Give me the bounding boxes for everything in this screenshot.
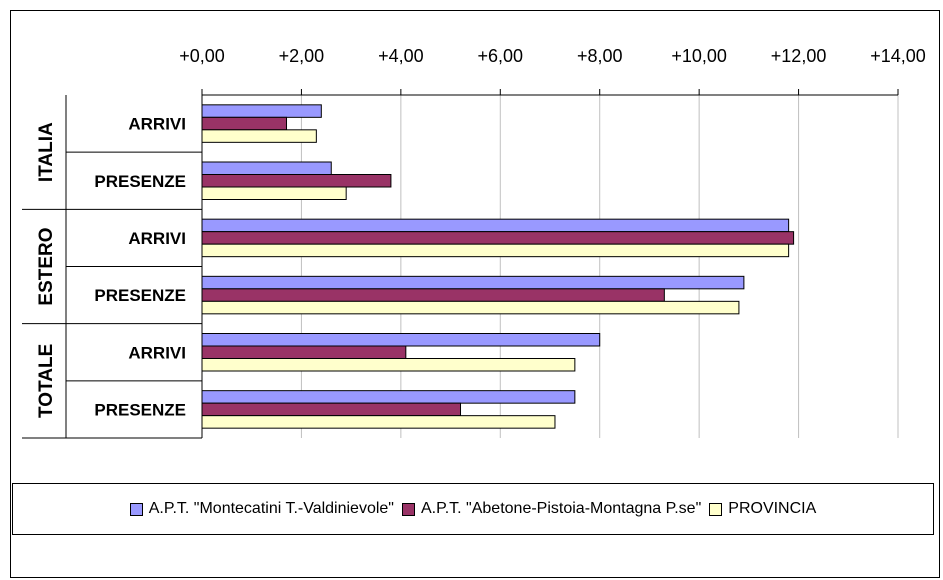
category-label: PRESENZE (94, 286, 186, 305)
x-tick-label: +6,00 (478, 46, 524, 66)
bar (201, 402, 462, 417)
group-label: TOTALE (36, 344, 57, 418)
bar (201, 300, 740, 315)
bar (201, 104, 322, 118)
bar (201, 161, 332, 175)
x-tick-label: +0,00 (179, 46, 225, 66)
legend: A.P.T. "Montecatini T.-Valdinievole" A.P… (12, 483, 934, 535)
category-label: PRESENZE (94, 400, 186, 419)
x-tick-label: +2,00 (279, 46, 325, 66)
bar (201, 231, 795, 245)
category-label: ARRIVI (128, 115, 186, 134)
legend-label-provincia: PROVINCIA (728, 500, 817, 517)
x-tick-label: +12,00 (771, 46, 827, 66)
x-tick-label: +10,00 (671, 46, 727, 66)
bar (201, 186, 347, 200)
bar (201, 415, 556, 429)
legend-swatch-abetone (401, 502, 415, 516)
bar (201, 358, 576, 372)
legend-label-abetone: A.P.T. "Abetone-Pistoia-Montagna P.se" (420, 500, 702, 517)
bar (201, 218, 790, 233)
category-label: PRESENZE (94, 172, 186, 191)
category-label: ARRIVI (128, 343, 186, 362)
group-label: ITALIA (36, 122, 57, 182)
group-label: ESTERO (36, 227, 57, 305)
bar (201, 390, 576, 404)
bar (201, 345, 407, 359)
bar (201, 275, 745, 290)
x-tick-label: +8,00 (577, 46, 623, 66)
legend-label-montecatini: A.P.T. "Montecatini T.-Valdinievole" (148, 500, 394, 517)
legend-item-provincia: PROVINCIA (709, 500, 816, 518)
x-tick-label: +4,00 (378, 46, 424, 66)
legend-swatch-montecatini (129, 502, 143, 516)
bar (201, 174, 392, 188)
bar (201, 116, 288, 131)
bar (201, 288, 665, 302)
bar (201, 333, 601, 347)
category-label: ARRIVI (128, 229, 186, 248)
x-tick-label: +14,00 (870, 46, 926, 66)
legend-swatch-provincia (709, 502, 723, 516)
bar (201, 243, 790, 258)
bar (201, 129, 317, 143)
legend-item-montecatini: A.P.T. "Montecatini T.-Valdinievole" (129, 500, 394, 518)
legend-item-abetone: A.P.T. "Abetone-Pistoia-Montagna P.se" (401, 500, 702, 518)
